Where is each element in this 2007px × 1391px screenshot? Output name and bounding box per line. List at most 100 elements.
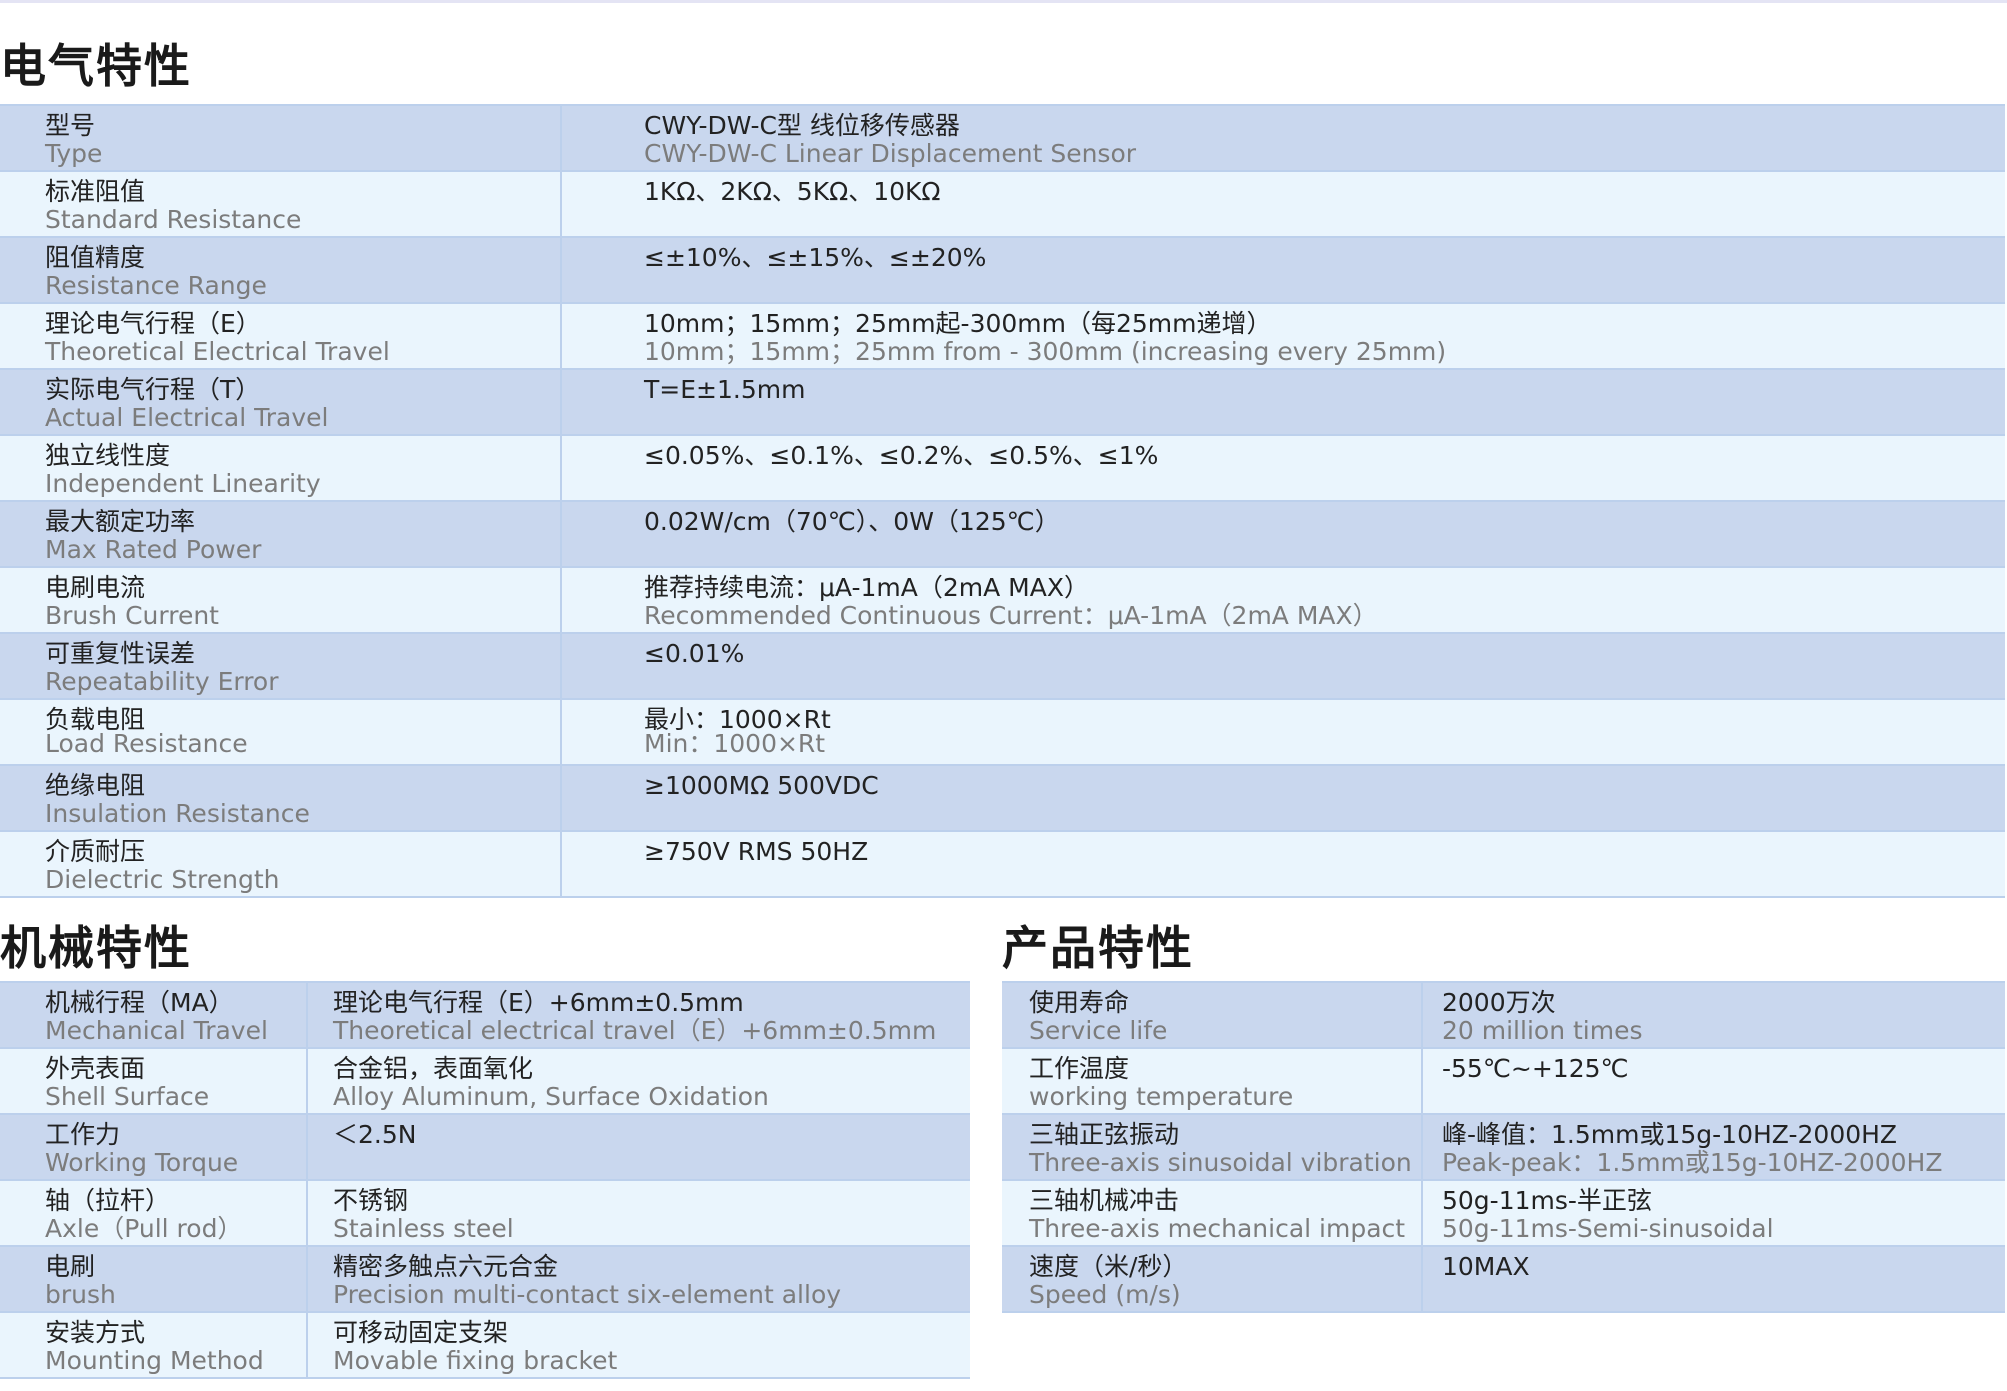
- product-spec-table: 使用寿命 Service life 2000万次 20 million times 工作…: [1002, 981, 2005, 1313]
- spec-value-zh: T=E±1.5mm: [644, 375, 806, 404]
- spec-value-zh: 峰-峰值：1.5mm或15g-10HZ-2000HZ: [1442, 1120, 1898, 1149]
- spec-row: 安装方式 Mounting Method 可移动固定支架 Movable fixing…: [0, 1311, 970, 1379]
- spec-value-zh: 50g-11ms-半正弦: [1442, 1186, 1652, 1215]
- spec-label-cell: 实际电气行程（T） Actual Electrical Travel: [0, 368, 562, 436]
- spec-value-cell: CWY-DW-C型 线位移传感器 CWY-DW-C Linear Displace…: [561, 104, 2005, 172]
- spec-value-en: Theoretical electrical travel（E）+6mm±0.5…: [333, 1016, 937, 1045]
- spec-value-zh: ≥750V RMS 50HZ: [644, 837, 869, 866]
- spec-value-cell: 0.02W/cm（70℃）、0W（125℃）: [561, 500, 2005, 568]
- spec-label-zh: 绝缘电阻: [45, 771, 146, 800]
- spec-label-cell: 外壳表面 Shell Surface: [0, 1047, 308, 1115]
- spec-label-en: working temperature: [1029, 1082, 1294, 1111]
- spec-row: 标准阻值 Standard Resistance 1KΩ、2KΩ、5KΩ、10KΩ: [0, 170, 2005, 238]
- spec-label-cell: 工作力 Working Torque: [0, 1113, 308, 1181]
- spec-value-zh: 不锈钢: [333, 1186, 409, 1215]
- spec-label-en: Three-axis sinusoidal vibration: [1029, 1148, 1412, 1177]
- spec-value-en: Stainless steel: [333, 1214, 514, 1243]
- spec-row: 实际电气行程（T） Actual Electrical Travel T=E±1.5…: [0, 368, 2005, 436]
- spec-value-cell: ≤±10%、≤±15%、≤±20%: [561, 236, 2005, 304]
- spec-value-cell: 合金铝，表面氧化 Alloy Aluminum, Surface Oxidatio…: [307, 1047, 970, 1115]
- spec-label-en: Service life: [1029, 1016, 1168, 1045]
- spec-value-cell: ≤0.05%、≤0.1%、≤0.2%、≤0.5%、≤1%: [561, 434, 2005, 502]
- spec-value-zh: 1KΩ、2KΩ、5KΩ、10KΩ: [644, 177, 941, 206]
- spec-value-en: Recommended Continuous Current：μA-1mA（2m…: [644, 601, 1378, 630]
- product-title: 产品特性: [1002, 921, 1194, 975]
- spec-value-cell: ≤0.01%: [561, 632, 2005, 700]
- spec-value-zh: -55℃~+125℃: [1442, 1054, 1629, 1083]
- spec-label-cell: 可重复性误差 Repeatability Error: [0, 632, 562, 700]
- spec-value-cell: 推荐持续电流：μA-1mA（2mA MAX） Recommended Contin…: [561, 566, 2005, 634]
- spec-row: 介质耐压 Dielectric Strength ≥750V RMS 50HZ: [0, 830, 2005, 898]
- spec-label-zh: 可重复性误差: [45, 639, 196, 668]
- spec-label-en: Brush Current: [45, 601, 219, 630]
- spec-value-zh: 10MAX: [1442, 1252, 1530, 1281]
- spec-label-zh: 机械行程（MA）: [45, 988, 234, 1017]
- spec-label-cell: 型号 Type: [0, 104, 562, 172]
- spec-value-cell: 不锈钢 Stainless steel: [307, 1179, 970, 1247]
- spec-label-cell: 负载电阻 Load Resistance: [0, 698, 562, 766]
- spec-row: 负载电阻 Load Resistance 最小：1000×Rt Min：1000×Rt: [0, 698, 2005, 766]
- spec-row: 三轴机械冲击 Three-axis mechanical impact 50g-11…: [1002, 1179, 2005, 1247]
- spec-value-zh: ≤0.05%、≤0.1%、≤0.2%、≤0.5%、≤1%: [644, 441, 1159, 470]
- mechanical-spec-table: 机械行程（MA） Mechanical Travel 理论电气行程（E）+6mm±0…: [0, 981, 970, 1379]
- spec-label-en: Mounting Method: [45, 1346, 264, 1375]
- spec-row: 绝缘电阻 Insulation Resistance ≥1000MΩ 500VDC: [0, 764, 2005, 832]
- spec-value-en: Min：1000×Rt: [644, 729, 826, 758]
- electrical-title: 电气特性: [0, 39, 192, 93]
- spec-label-en: brush: [45, 1280, 116, 1309]
- spec-value-zh: CWY-DW-C型 线位移传感器: [644, 111, 960, 140]
- spec-label-zh: 型号: [45, 111, 96, 140]
- spec-label-zh: 最大额定功率: [45, 507, 196, 536]
- spec-label-zh: 外壳表面: [45, 1054, 146, 1083]
- spec-label-zh: 负载电阻: [45, 705, 146, 734]
- spec-row: 独立线性度 Independent Linearity ≤0.05%、≤0.1%、≤…: [0, 434, 2005, 502]
- spec-value-zh: 最小：1000×Rt: [644, 705, 831, 734]
- mechanical-title: 机械特性: [0, 921, 192, 975]
- spec-row: 理论电气行程（E） Theoretical Electrical Travel 10…: [0, 302, 2005, 370]
- spec-value-zh: 精密多触点六元合金: [333, 1252, 559, 1281]
- spec-value-zh: 0.02W/cm（70℃）、0W（125℃）: [644, 507, 1060, 536]
- spec-value-zh: ≤±10%、≤±15%、≤±20%: [644, 243, 987, 272]
- spec-row: 轴（拉杆） Axle（Pull rod） 不锈钢 Stainless steel: [0, 1179, 970, 1247]
- spec-label-en: Resistance Range: [45, 271, 267, 300]
- spec-value-cell: 1KΩ、2KΩ、5KΩ、10KΩ: [561, 170, 2005, 238]
- spec-label-cell: 介质耐压 Dielectric Strength: [0, 830, 562, 898]
- spec-label-en: Max Rated Power: [45, 535, 262, 564]
- spec-value-cell: 50g-11ms-半正弦 50g-11ms-Semi-sinusoidal: [1422, 1179, 2005, 1247]
- spec-label-en: Dielectric Strength: [45, 865, 280, 894]
- spec-label-zh: 标准阻值: [45, 177, 146, 206]
- spec-label-en: Actual Electrical Travel: [45, 403, 329, 432]
- spec-label-en: Speed (m/s): [1029, 1280, 1181, 1309]
- spec-label-zh: 使用寿命: [1029, 988, 1130, 1017]
- spec-value-en: CWY-DW-C Linear Displacement Sensor: [644, 139, 1137, 168]
- spec-label-cell: 三轴正弦振动 Three-axis sinusoidal vibration: [1002, 1113, 1423, 1181]
- spec-value-zh: 推荐持续电流：μA-1mA（2mA MAX）: [644, 573, 1089, 602]
- spec-row: 三轴正弦振动 Three-axis sinusoidal vibration 峰-峰…: [1002, 1113, 2005, 1181]
- spec-value-cell: 最小：1000×Rt Min：1000×Rt: [561, 698, 2005, 766]
- spec-label-en: Standard Resistance: [45, 205, 302, 234]
- spec-value-cell: T=E±1.5mm: [561, 368, 2005, 436]
- spec-value-zh: 理论电气行程（E）+6mm±0.5mm: [333, 988, 744, 1017]
- spec-label-cell: 绝缘电阻 Insulation Resistance: [0, 764, 562, 832]
- spec-label-zh: 介质耐压: [45, 837, 146, 866]
- spec-row: 外壳表面 Shell Surface 合金铝，表面氧化 Alloy Aluminum,…: [0, 1047, 970, 1115]
- spec-row: 工作温度 working temperature -55℃~+125℃: [1002, 1047, 2005, 1115]
- spec-row: 工作力 Working Torque ＜2.5N: [0, 1113, 970, 1181]
- spec-label-cell: 标准阻值 Standard Resistance: [0, 170, 562, 238]
- spec-value-zh: ≤0.01%: [644, 639, 745, 668]
- electrical-spec-table: 型号 Type CWY-DW-C型 线位移传感器 CWY-DW-C Linear Di…: [0, 104, 2005, 898]
- spec-value-zh: 10mm；15mm；25mm起-300mm（每25mm递增）: [644, 309, 1272, 338]
- spec-label-cell: 工作温度 working temperature: [1002, 1047, 1423, 1115]
- spec-row: 使用寿命 Service life 2000万次 20 million times: [1002, 981, 2005, 1049]
- spec-label-zh: 电刷: [45, 1252, 96, 1281]
- spec-value-en: 10mm；15mm；25mm from - 300mm (increasing …: [644, 337, 1447, 366]
- spec-label-zh: 独立线性度: [45, 441, 171, 470]
- spec-label-cell: 速度（米/秒） Speed (m/s): [1002, 1245, 1423, 1313]
- spec-value-cell: ≥1000MΩ 500VDC: [561, 764, 2005, 832]
- spec-label-zh: 电刷电流: [45, 573, 146, 602]
- spec-label-en: Shell Surface: [45, 1082, 210, 1111]
- spec-label-cell: 机械行程（MA） Mechanical Travel: [0, 981, 308, 1049]
- spec-value-cell: ≥750V RMS 50HZ: [561, 830, 2005, 898]
- spec-value-zh: 可移动固定支架: [333, 1318, 509, 1347]
- spec-row: 阻值精度 Resistance Range ≤±10%、≤±15%、≤±20%: [0, 236, 2005, 304]
